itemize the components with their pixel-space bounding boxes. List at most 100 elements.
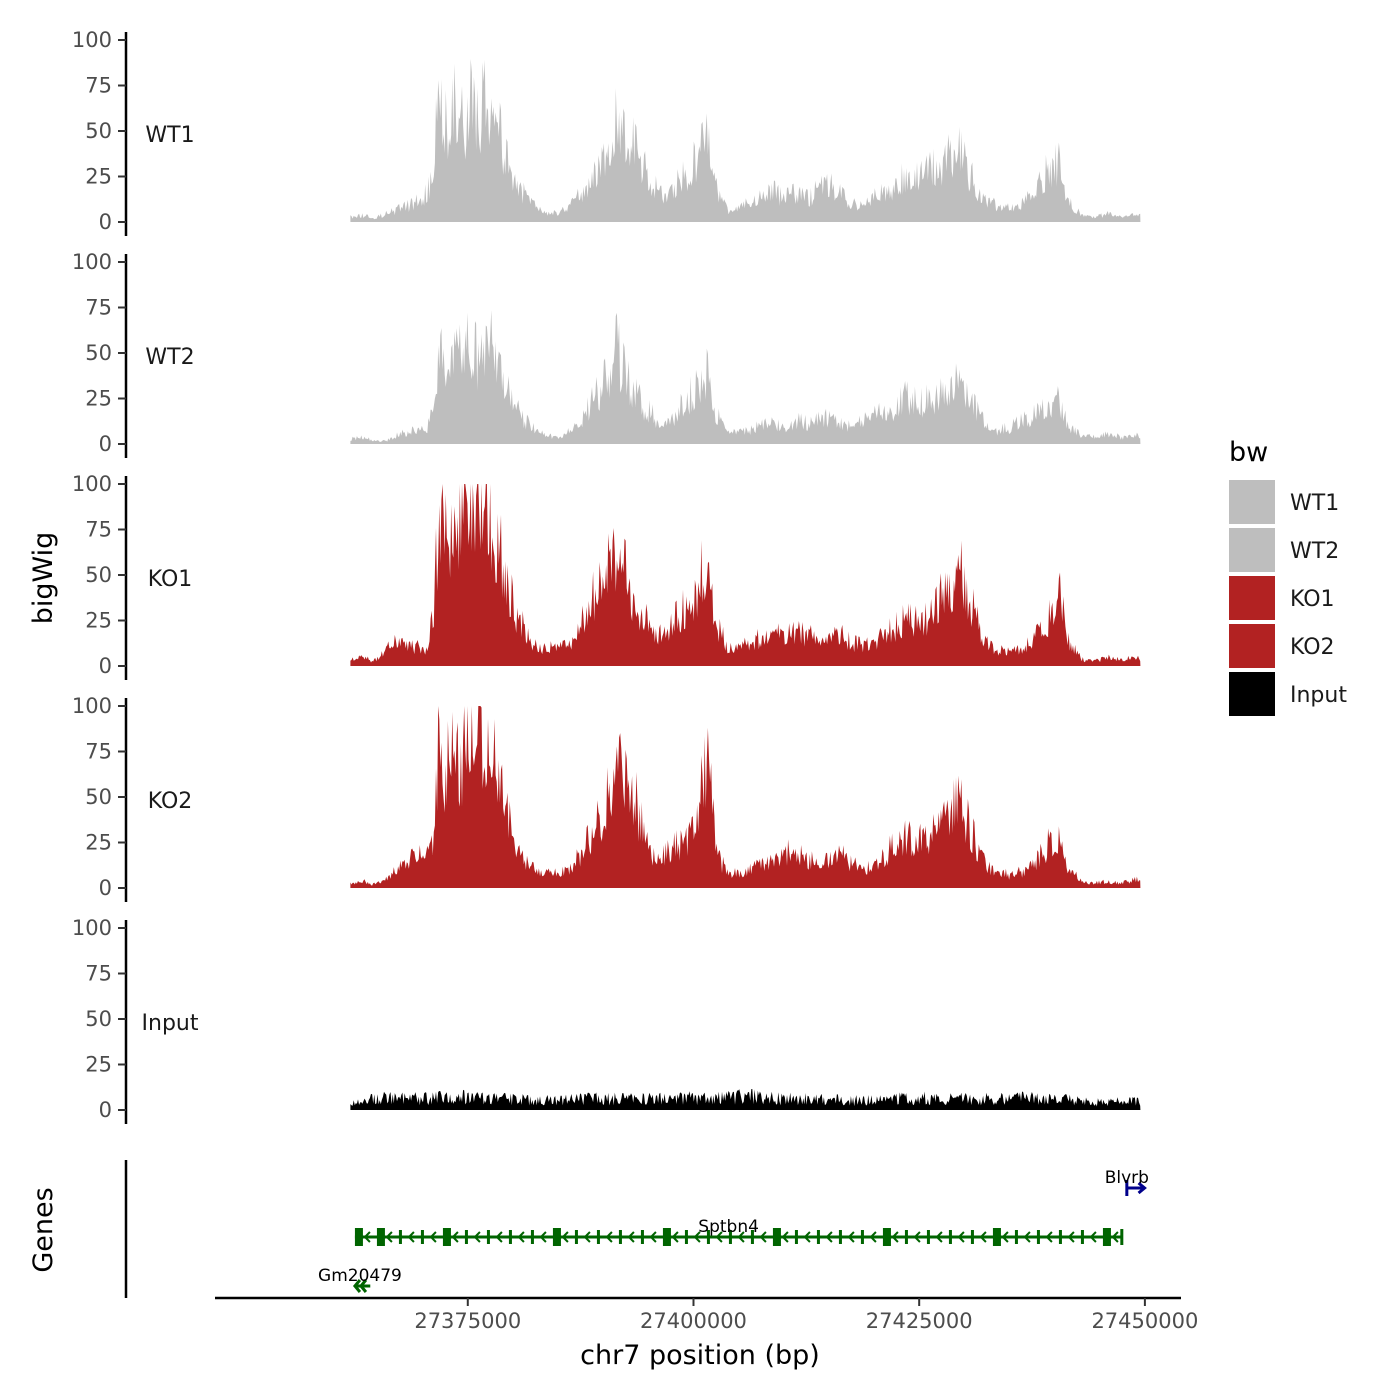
exon <box>1080 1230 1084 1244</box>
strand-arrow <box>539 1231 547 1243</box>
exon <box>816 1230 820 1244</box>
y-tick-label: 100 <box>72 28 112 52</box>
strand-arrow <box>583 1231 591 1243</box>
exon <box>772 1228 781 1246</box>
exon <box>684 1230 688 1244</box>
exon <box>860 1230 864 1244</box>
legend-swatch-input <box>1229 672 1275 716</box>
exon <box>904 1230 908 1244</box>
exon <box>926 1230 930 1244</box>
gene-blvrb: Blvrb <box>1105 1168 1149 1196</box>
exon <box>838 1230 842 1244</box>
strand-arrow <box>1001 1231 1009 1243</box>
exon <box>794 1230 798 1244</box>
exon <box>618 1230 622 1244</box>
y-tick-label: 100 <box>72 250 112 274</box>
track-label: KO1 <box>148 567 193 592</box>
legend-swatch-wt2 <box>1229 528 1275 572</box>
exon <box>970 1230 974 1244</box>
exon <box>420 1230 424 1244</box>
strand-arrow <box>1067 1231 1075 1243</box>
exon <box>948 1230 952 1244</box>
track-label: WT1 <box>145 123 194 148</box>
track-label: WT2 <box>145 345 194 370</box>
exon <box>640 1230 644 1244</box>
strand-arrow <box>979 1231 987 1243</box>
strand-arrow <box>825 1231 833 1243</box>
strand-arrow <box>627 1231 635 1243</box>
y-tick-label: 25 <box>85 609 112 633</box>
y-tick-label: 25 <box>85 387 112 411</box>
y-tick-label: 50 <box>85 563 112 587</box>
exon <box>354 1228 363 1246</box>
y-tick-label: 0 <box>99 210 112 234</box>
y-tick-label: 0 <box>99 654 112 678</box>
legend-label-wt1: WT1 <box>1290 491 1339 516</box>
signal-area-wt2 <box>350 310 1141 444</box>
y-tick-label: 75 <box>85 296 112 320</box>
legend-swatch-ko1 <box>1229 576 1275 620</box>
y-tick-label: 100 <box>72 472 112 496</box>
legend-label-input: Input <box>1290 683 1347 708</box>
y-tick-label: 75 <box>85 962 112 986</box>
strand-arrow <box>737 1231 745 1243</box>
y-tick-label: 25 <box>85 165 112 189</box>
strand-arrow <box>957 1231 965 1243</box>
y-axis-title: bigWig <box>28 532 59 625</box>
gene-glyph <box>1125 1180 1147 1196</box>
gene-label: Blvrb <box>1105 1168 1149 1188</box>
x-tick-label: 27450000 <box>1091 1309 1198 1333</box>
x-axis: 27375000 27400000 27425000 27450000 <box>215 1296 1198 1333</box>
strand-arrow <box>913 1231 921 1243</box>
strand-arrow <box>847 1231 855 1243</box>
exon <box>662 1228 671 1246</box>
strand-arrow <box>495 1231 503 1243</box>
legend-swatch-wt1 <box>1229 480 1275 524</box>
x-axis-title: chr7 position (bp) <box>580 1340 820 1371</box>
y-tick-label: 50 <box>85 785 112 809</box>
y-tick-label: 75 <box>85 74 112 98</box>
legend-title: bw <box>1229 437 1268 468</box>
y-tick-label: 25 <box>85 831 112 855</box>
genes-track: Sptbn4 Blvrb Gm20479 <box>124 1160 1149 1298</box>
strand-arrow <box>1023 1231 1031 1243</box>
exon <box>398 1230 402 1244</box>
exon <box>508 1230 512 1244</box>
track-label: Input <box>142 1011 199 1036</box>
strand-arrow <box>693 1231 701 1243</box>
y-tick-label: 50 <box>85 1007 112 1031</box>
exon <box>442 1228 451 1246</box>
legend: bw WT1 WT2 KO1 KO2 Input <box>1229 437 1347 716</box>
strand-arrow <box>517 1231 525 1243</box>
y-tick-label: 75 <box>85 518 112 542</box>
y-tick-label: 100 <box>72 694 112 718</box>
y-tick-label: 0 <box>99 432 112 456</box>
strand-arrow <box>1045 1231 1053 1243</box>
track-panel-ko2: 0 25 50 75 100 KO2 <box>72 694 1141 902</box>
exon <box>1102 1228 1111 1246</box>
strand-arrow <box>407 1231 415 1243</box>
strand-arrow <box>1111 1231 1119 1243</box>
track-label: KO2 <box>148 789 193 814</box>
gene-gm20479: Gm20479 <box>318 1266 402 1293</box>
gene-glyph <box>352 1279 368 1293</box>
track-panel-ko1: 0 25 50 75 100 KO1 <box>72 472 1141 680</box>
exon <box>530 1230 534 1244</box>
exon <box>750 1230 754 1244</box>
gene-sptbn4: Sptbn4 <box>354 1217 1124 1246</box>
exon <box>464 1230 468 1244</box>
strand-arrow <box>935 1231 943 1243</box>
legend-label-ko1: KO1 <box>1290 587 1335 612</box>
strand-arrow <box>671 1231 679 1243</box>
strand-arrow <box>605 1231 613 1243</box>
y-tick-label: 0 <box>99 876 112 900</box>
exon <box>552 1228 561 1246</box>
exon <box>706 1230 710 1244</box>
genes-track-title: Genes <box>28 1187 59 1272</box>
y-tick-label: 100 <box>72 916 112 940</box>
strand-arrow <box>1089 1231 1097 1243</box>
exon <box>882 1228 891 1246</box>
track-panel-wt1: 0 25 50 75 100 WT1 <box>72 28 1141 236</box>
strand-arrow <box>451 1231 459 1243</box>
